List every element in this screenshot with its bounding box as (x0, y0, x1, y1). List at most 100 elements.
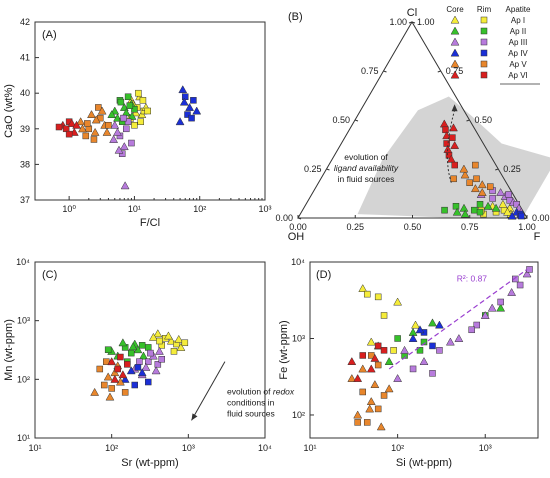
ternary-left-tick (354, 119, 359, 122)
panel-d-point (384, 384, 394, 393)
ternary-bottom-tick-label: 0.25 (346, 222, 364, 232)
ternary-point (470, 184, 480, 193)
panel-d-point (366, 364, 376, 373)
ternary-bottom-tick-label: 1.00 (518, 222, 536, 232)
panel-c-label: (C) (42, 269, 57, 281)
ternary-right-tick-label: 1.00 (417, 17, 435, 27)
panel-c-point (127, 349, 135, 357)
panel-a-ytick-label: 41 (20, 53, 30, 63)
panel-a-xtick-label: 10³ (258, 204, 271, 214)
panel-c-point (118, 338, 128, 347)
ternary-left-tick-label: 0.75 (361, 66, 379, 76)
ternary-point (473, 175, 480, 183)
panel-c-point (148, 332, 158, 341)
panel-c-xtick-label: 10⁴ (258, 443, 272, 453)
panel-a-xtick-label: 10¹ (128, 204, 141, 214)
ternary-vertex-cl: Cl (407, 7, 417, 19)
panel-c-point (154, 361, 162, 368)
panel-d-point (516, 281, 524, 289)
ternary-point (518, 212, 525, 220)
panel-a-point (90, 136, 98, 143)
panel-a-frame (34, 21, 266, 201)
ternary-point (442, 126, 449, 134)
ternary-left-tick-label: 0.25 (304, 164, 322, 174)
panel-c-point (141, 362, 151, 371)
ternary-left-tick (411, 21, 416, 24)
legend-entry-label: Ap IV (508, 49, 528, 58)
ternary-ligand-note: ligand availability (334, 163, 399, 173)
panel-d-point (353, 410, 363, 419)
ternary-point (466, 179, 473, 186)
panel-a-point (190, 97, 197, 104)
panel-d-point (366, 337, 376, 346)
legend-rim-marker (480, 27, 488, 35)
ternary-point (491, 203, 501, 212)
ternary-bottom-tick-label: 0.75 (461, 222, 479, 232)
panel-d-r2-label: R²: 0.87 (457, 273, 488, 283)
ternary-bottom-tick-label: 0.00 (289, 222, 307, 232)
panel-c-ytick-label: 10² (17, 374, 30, 384)
ternary-ligand-note: in fluid sources (338, 174, 395, 184)
panel-a-point (131, 121, 138, 129)
panel-d-point (370, 380, 380, 388)
panel-d-point (366, 396, 376, 405)
panel-c-point (126, 366, 136, 375)
ternary-point (445, 152, 453, 159)
panel-c-point (131, 381, 138, 389)
legend-apatite-header: Apatite (506, 5, 531, 14)
panel-c-point (139, 351, 148, 360)
panel-d-point (370, 353, 380, 362)
ternary-point (442, 131, 452, 140)
panel-a-point (90, 127, 100, 136)
panel-d-point (380, 392, 388, 399)
panel-d-label: (D) (316, 269, 331, 281)
ternary-left-tick (297, 217, 302, 220)
legend-rim-marker (480, 71, 488, 79)
ternary-point (471, 206, 478, 214)
panel-d-point (354, 419, 361, 426)
panel-a-ytick-label: 37 (20, 195, 30, 205)
panel-d-point (359, 352, 367, 359)
panel-a-xtick-label: 10² (193, 204, 206, 214)
panel-c-ytick-label: 10¹ (17, 433, 30, 443)
panel-a-point (192, 106, 202, 115)
ternary-point (483, 201, 493, 210)
panel-c-ytick-label: 10⁴ (16, 257, 30, 267)
panel-d-xtick-label: 10¹ (303, 443, 316, 453)
ternary-evolution-arrow (446, 110, 456, 183)
panel-a-point (82, 132, 90, 140)
panel-c-frame (34, 261, 266, 439)
panel-c-redox-note: conditions in (227, 398, 275, 408)
panel-d-point (496, 303, 506, 312)
ternary-left-tick (383, 70, 387, 73)
ternary-point (450, 140, 460, 149)
panel-a-label: (A) (42, 29, 57, 41)
ternary-point (496, 188, 506, 196)
panel-c-point (181, 339, 189, 347)
panel-d-point (353, 373, 363, 382)
panel-a-point (181, 93, 189, 101)
legend-core-header: Core (446, 5, 464, 14)
panel-d-point (374, 361, 382, 369)
panel-c-point (120, 374, 130, 383)
legend-rim-marker (480, 60, 488, 68)
panel-c-point (103, 372, 113, 381)
ternary-right-tick-label: 0.75 (446, 66, 464, 76)
panel-d-point (374, 342, 382, 350)
panel-c-point (155, 346, 164, 355)
ternary-point (503, 207, 512, 216)
panel-c-redox-note: fluid sources (227, 409, 275, 419)
panel-a-point (105, 121, 112, 129)
panel-c-point (153, 329, 163, 338)
panel-c-point (174, 334, 184, 343)
panel-d-ylabel: Fe (wt-ppm) (278, 320, 290, 379)
ternary-point (452, 202, 460, 210)
panel-c-point (151, 366, 161, 375)
panel-a-point (124, 118, 132, 125)
legend: Core Rim Apatite Ap I Ap II Ap III Ap IV Ap … (446, 5, 540, 85)
panel-c-point (96, 365, 104, 373)
panel-a-point (65, 130, 73, 138)
panel-c-point (144, 358, 152, 365)
panel-a-point (127, 111, 137, 120)
axes-layer: 10⁰ 10¹ 10² 10³37383940414210¹10¹10²10²10³1… (16, 17, 549, 453)
